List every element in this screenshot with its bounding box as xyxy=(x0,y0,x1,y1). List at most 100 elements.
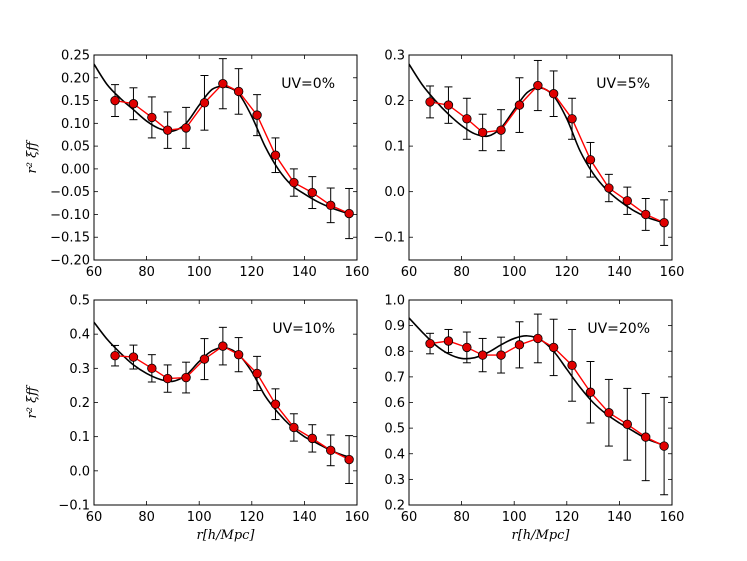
x-tick-label: 160 xyxy=(345,510,370,525)
data-point xyxy=(199,354,210,364)
chart-panel-2: 60 80 100 120 140 160 −0.1 0.0 0.1 0.2 0.3 0.4 0.5 UV… xyxy=(25,294,369,544)
plot-area xyxy=(94,300,357,505)
data-point xyxy=(622,196,632,206)
x-tick-label: 160 xyxy=(660,265,685,280)
data-point xyxy=(270,399,281,409)
data-point xyxy=(110,350,120,361)
x-tick-label: 100 xyxy=(187,510,212,525)
data-point xyxy=(462,114,472,124)
data-point xyxy=(128,352,139,362)
data-point xyxy=(641,432,651,442)
data-point xyxy=(289,422,299,433)
axes-frame xyxy=(408,299,673,506)
data-point xyxy=(344,454,354,465)
x-tick-label: 120 xyxy=(554,510,579,525)
y-tick-label: −0.10 xyxy=(50,208,90,223)
data-point xyxy=(496,350,506,360)
data-point xyxy=(307,433,317,444)
axes-frame xyxy=(93,299,358,506)
data-point xyxy=(533,333,543,344)
y-tick-label: 0.00 xyxy=(61,162,90,177)
data-point xyxy=(533,80,543,91)
y-tick-label: 0.2 xyxy=(69,396,90,411)
data-point xyxy=(548,89,559,99)
y-tick-label: 0.1 xyxy=(69,430,90,445)
data-point xyxy=(659,217,669,228)
data-point xyxy=(147,112,157,123)
data-point xyxy=(514,340,525,350)
y-tick-label: 0.4 xyxy=(69,328,90,343)
x-tick-label: 120 xyxy=(554,265,579,280)
x-tick-label: 60 xyxy=(401,510,418,525)
y-tick-label: −0.20 xyxy=(50,254,90,269)
data-point xyxy=(326,200,336,211)
data-point xyxy=(162,373,173,384)
y-tick-label: 0.25 xyxy=(61,49,90,64)
data-point xyxy=(326,445,336,456)
panel-annotation: UV=0% xyxy=(281,76,335,92)
y-tick-label: 0.5 xyxy=(69,294,90,309)
data-point xyxy=(443,100,454,110)
y-tick-label: 0.0 xyxy=(384,185,405,200)
x-tick-label: 140 xyxy=(292,510,317,525)
x-tick-label: 120 xyxy=(239,510,264,525)
data-point xyxy=(128,99,139,109)
data-point xyxy=(641,209,651,220)
data-point xyxy=(585,155,596,165)
y-tick-label: −0.05 xyxy=(50,185,90,200)
x-tick-label: 80 xyxy=(138,265,155,280)
y-tick-label: 0.7 xyxy=(384,370,405,385)
y-axis-label: r² ξff xyxy=(25,139,40,174)
data-point xyxy=(233,86,244,97)
x-tick-label: 80 xyxy=(138,510,155,525)
x-tick-label: 140 xyxy=(607,265,632,280)
y-tick-label: −0.1 xyxy=(373,231,405,246)
x-tick-label: 100 xyxy=(187,265,212,280)
y-tick-label: 0.2 xyxy=(384,499,405,514)
data-point xyxy=(289,177,299,188)
data-point xyxy=(659,441,669,451)
series-group xyxy=(409,313,669,496)
y-tick-label: 0.2 xyxy=(384,94,405,109)
data-point xyxy=(462,342,472,353)
data-point xyxy=(181,372,191,383)
y-tick-label: 0.8 xyxy=(384,345,405,360)
y-tick-label: 0.9 xyxy=(384,319,405,334)
chart-panel-3: 60 80 100 120 140 160 0.2 0.3 0.4 0.5 0.6 0.7 0.8 0.9… xyxy=(384,294,684,544)
x-axis-label: r[h/Mpc] xyxy=(196,528,255,543)
data-point xyxy=(110,95,120,106)
data-point xyxy=(270,150,281,160)
y-tick-label: 0.3 xyxy=(384,473,405,488)
panel-annotation: UV=5% xyxy=(596,76,650,92)
panel-annotation: UV=20% xyxy=(587,321,650,337)
data-point xyxy=(443,336,454,346)
y-tick-label: 0.0 xyxy=(69,464,90,479)
data-point xyxy=(425,97,435,107)
x-tick-label: 140 xyxy=(292,265,317,280)
data-point xyxy=(622,419,632,429)
y-tick-label: 0.20 xyxy=(61,71,90,86)
x-axis-label: r[h/Mpc] xyxy=(511,528,570,543)
data-point xyxy=(252,368,262,379)
series-group xyxy=(94,321,354,484)
y-tick-label: 0.5 xyxy=(384,422,405,437)
x-tick-label: 80 xyxy=(453,510,470,525)
x-tick-label: 60 xyxy=(86,510,103,525)
plot-area xyxy=(409,300,672,505)
y-tick-label: 0.4 xyxy=(384,447,405,462)
x-tick-label: 60 xyxy=(401,265,418,280)
data-point xyxy=(604,408,614,418)
plots-container: 60 80 100 120 140 160−0.20−0.15−0.10−0.050.00… xyxy=(25,49,684,544)
y-tick-label: 0.1 xyxy=(384,140,405,155)
data-point xyxy=(425,338,435,349)
y-tick-label: 0.15 xyxy=(61,94,90,109)
data-point xyxy=(344,208,354,219)
data-point xyxy=(147,363,157,374)
x-tick-label: 160 xyxy=(660,510,685,525)
x-tick-label: 120 xyxy=(239,265,264,280)
y-tick-label: −0.1 xyxy=(58,499,90,514)
series-group xyxy=(409,59,669,246)
x-tick-label: 80 xyxy=(453,265,470,280)
data-point xyxy=(604,183,614,193)
